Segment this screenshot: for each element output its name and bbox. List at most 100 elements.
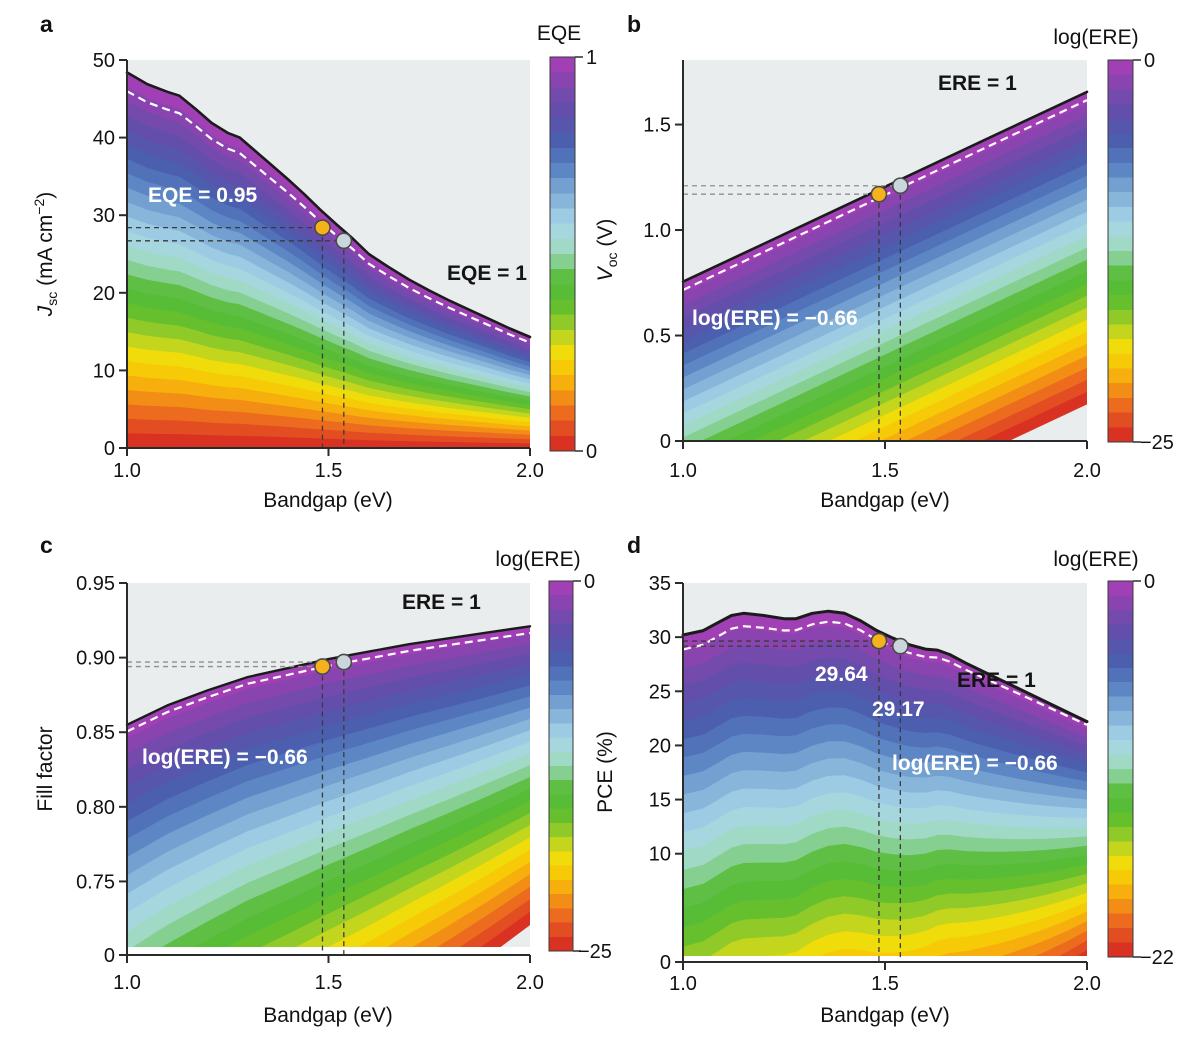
y-axis-label-d: PCE (%) <box>594 731 617 813</box>
y-tick-label: 15 <box>649 790 671 812</box>
boundary-curve <box>681 609 1089 724</box>
y-tick-label: 50 <box>93 50 115 72</box>
contour-band <box>905 355 1087 441</box>
x-axis-label-c: Bandgap (eV) <box>263 1004 393 1027</box>
y-tick-label: 35 <box>649 573 671 595</box>
y-tick-label: 0.80 <box>76 797 115 819</box>
x-tick-label: 2.0 <box>516 972 544 994</box>
panel-d-plot: 35 30 25 20 15 10 01.0 1.5 2.0 <box>649 573 1101 995</box>
x-tick-label: 1.0 <box>113 460 141 482</box>
colorbar-a-title: EQE <box>537 22 581 45</box>
colorbar-c: log(ERE) 0 −25 <box>495 548 612 963</box>
dashed-contour-label-c: log(ERE) = −0.66 <box>142 746 308 769</box>
boundary-label-a: EQE = 1 <box>447 262 527 285</box>
colorbar-b-title: log(ERE) <box>1053 26 1138 49</box>
contour-bands <box>683 91 1087 441</box>
colorbar-c-bottom-label: −25 <box>578 941 612 963</box>
y-tick-label: 0.90 <box>76 648 115 670</box>
y-tick-label: 0 <box>104 945 115 967</box>
axis-break-strip <box>128 947 530 955</box>
contour-band <box>956 379 1087 441</box>
axis-break-strip <box>684 956 1087 962</box>
dashed-contour-line <box>683 620 1087 726</box>
y-tick-label: 10 <box>649 844 671 866</box>
colorbar-b-bar <box>1107 59 1134 443</box>
gray-point-marker <box>891 637 909 655</box>
panel-letter-b: b <box>627 11 641 37</box>
contour-band <box>979 921 1087 962</box>
contour-bands <box>127 72 530 448</box>
contour-band <box>828 319 1087 441</box>
contour-band <box>803 307 1087 441</box>
x-tick-label: 1.5 <box>871 973 899 995</box>
y-tick-label: 40 <box>93 128 115 150</box>
x-tick-label: 2.0 <box>1073 973 1101 995</box>
y-axis-label-a: Jsc (mA cm−2) <box>31 192 60 317</box>
colorbar-d-bottom-label: −22 <box>1140 947 1174 969</box>
y-tick-label: 0.95 <box>76 573 115 595</box>
gray-point-marker <box>891 177 909 195</box>
contour-band <box>469 911 530 955</box>
y-tick-label: 25 <box>649 681 671 703</box>
y-tick-label: 30 <box>93 205 115 227</box>
gray-point-marker <box>335 653 353 671</box>
x-tick-label: 1.5 <box>315 460 343 482</box>
contour-band <box>982 391 1087 441</box>
marker-value-label-gray: 29.17 <box>872 698 925 721</box>
colorbar-a-bar <box>549 56 576 452</box>
x-tick-label: 1.5 <box>871 460 899 482</box>
panel-c: c 0.95 0.90 0.85 0.80 0.75 0 1.0 1.5 2.0 ERE = 1… <box>34 532 612 1027</box>
y-tick-label: 0 <box>660 431 671 453</box>
contour-band <box>726 271 1087 441</box>
contour-bands <box>127 625 530 955</box>
dashed-contour-group <box>127 90 530 344</box>
contour-bands <box>683 610 1087 962</box>
panel-letter-a: a <box>40 11 53 37</box>
dashed-contour-group <box>683 620 1087 726</box>
orange-point-marker <box>314 219 331 237</box>
y-axis-label-c: Fill factor <box>34 726 57 811</box>
contour-band <box>931 367 1087 441</box>
y-tick-label: 1.5 <box>643 115 671 137</box>
boundary-label-d: ERE = 1 <box>957 669 1036 692</box>
y-tick-label: 20 <box>93 283 115 305</box>
contour-band <box>777 295 1087 441</box>
gray-point-marker <box>335 232 353 250</box>
contour-band <box>752 283 1087 441</box>
y-tick-label: 10 <box>93 360 115 382</box>
boundary-curve <box>125 625 532 726</box>
panel-letter-d: d <box>627 532 641 558</box>
colorbar-b-bottom-label: −25 <box>1140 432 1174 454</box>
y-tick-label: 0 <box>104 438 115 460</box>
dashed-contour-label-a: EQE = 0.95 <box>148 184 257 207</box>
x-axis-label-a: Bandgap (eV) <box>263 489 393 512</box>
y-axis-label-b: Voc (V) <box>594 219 620 282</box>
y-tick-label: 0.85 <box>76 722 115 744</box>
boundary-label-c: ERE = 1 <box>402 591 481 614</box>
colorbar-c-title: log(ERE) <box>495 548 580 571</box>
contour-band <box>1020 930 1087 962</box>
colorbar-a-bottom-label: 0 <box>586 441 597 463</box>
orange-point-marker <box>870 185 888 203</box>
x-axis-label-b: Bandgap (eV) <box>820 489 950 512</box>
panel-c-plot: 0.95 0.90 0.85 0.80 0.75 0 1.0 1.5 2.0 <box>76 573 544 994</box>
colorbar-c-top-label: 0 <box>584 571 595 593</box>
orange-point-marker <box>870 632 888 650</box>
boundary-curve <box>681 90 1089 284</box>
panel-b-plot: 1.5 1.0 0.5 0 1.0 1.5 2.0 <box>643 60 1101 482</box>
colorbar-d-bar <box>1107 580 1134 958</box>
colorbar-c-bar <box>548 580 574 952</box>
colorbar-a: EQE 1 0 <box>537 22 597 463</box>
x-tick-label: 1.0 <box>669 460 697 482</box>
x-tick-label: 1.5 <box>315 972 343 994</box>
panel-a-plot: 50 40 30 20 10 01.0 1.5 2.0 <box>93 50 544 482</box>
contour-band <box>245 812 530 955</box>
contour-band <box>730 892 1087 962</box>
colorbar-d-title: log(ERE) <box>1053 548 1138 571</box>
panel-letter-c: c <box>40 532 53 558</box>
colorbar-b: log(ERE) 0 −25 <box>1053 26 1174 454</box>
y-tick-label: 0 <box>660 952 671 974</box>
